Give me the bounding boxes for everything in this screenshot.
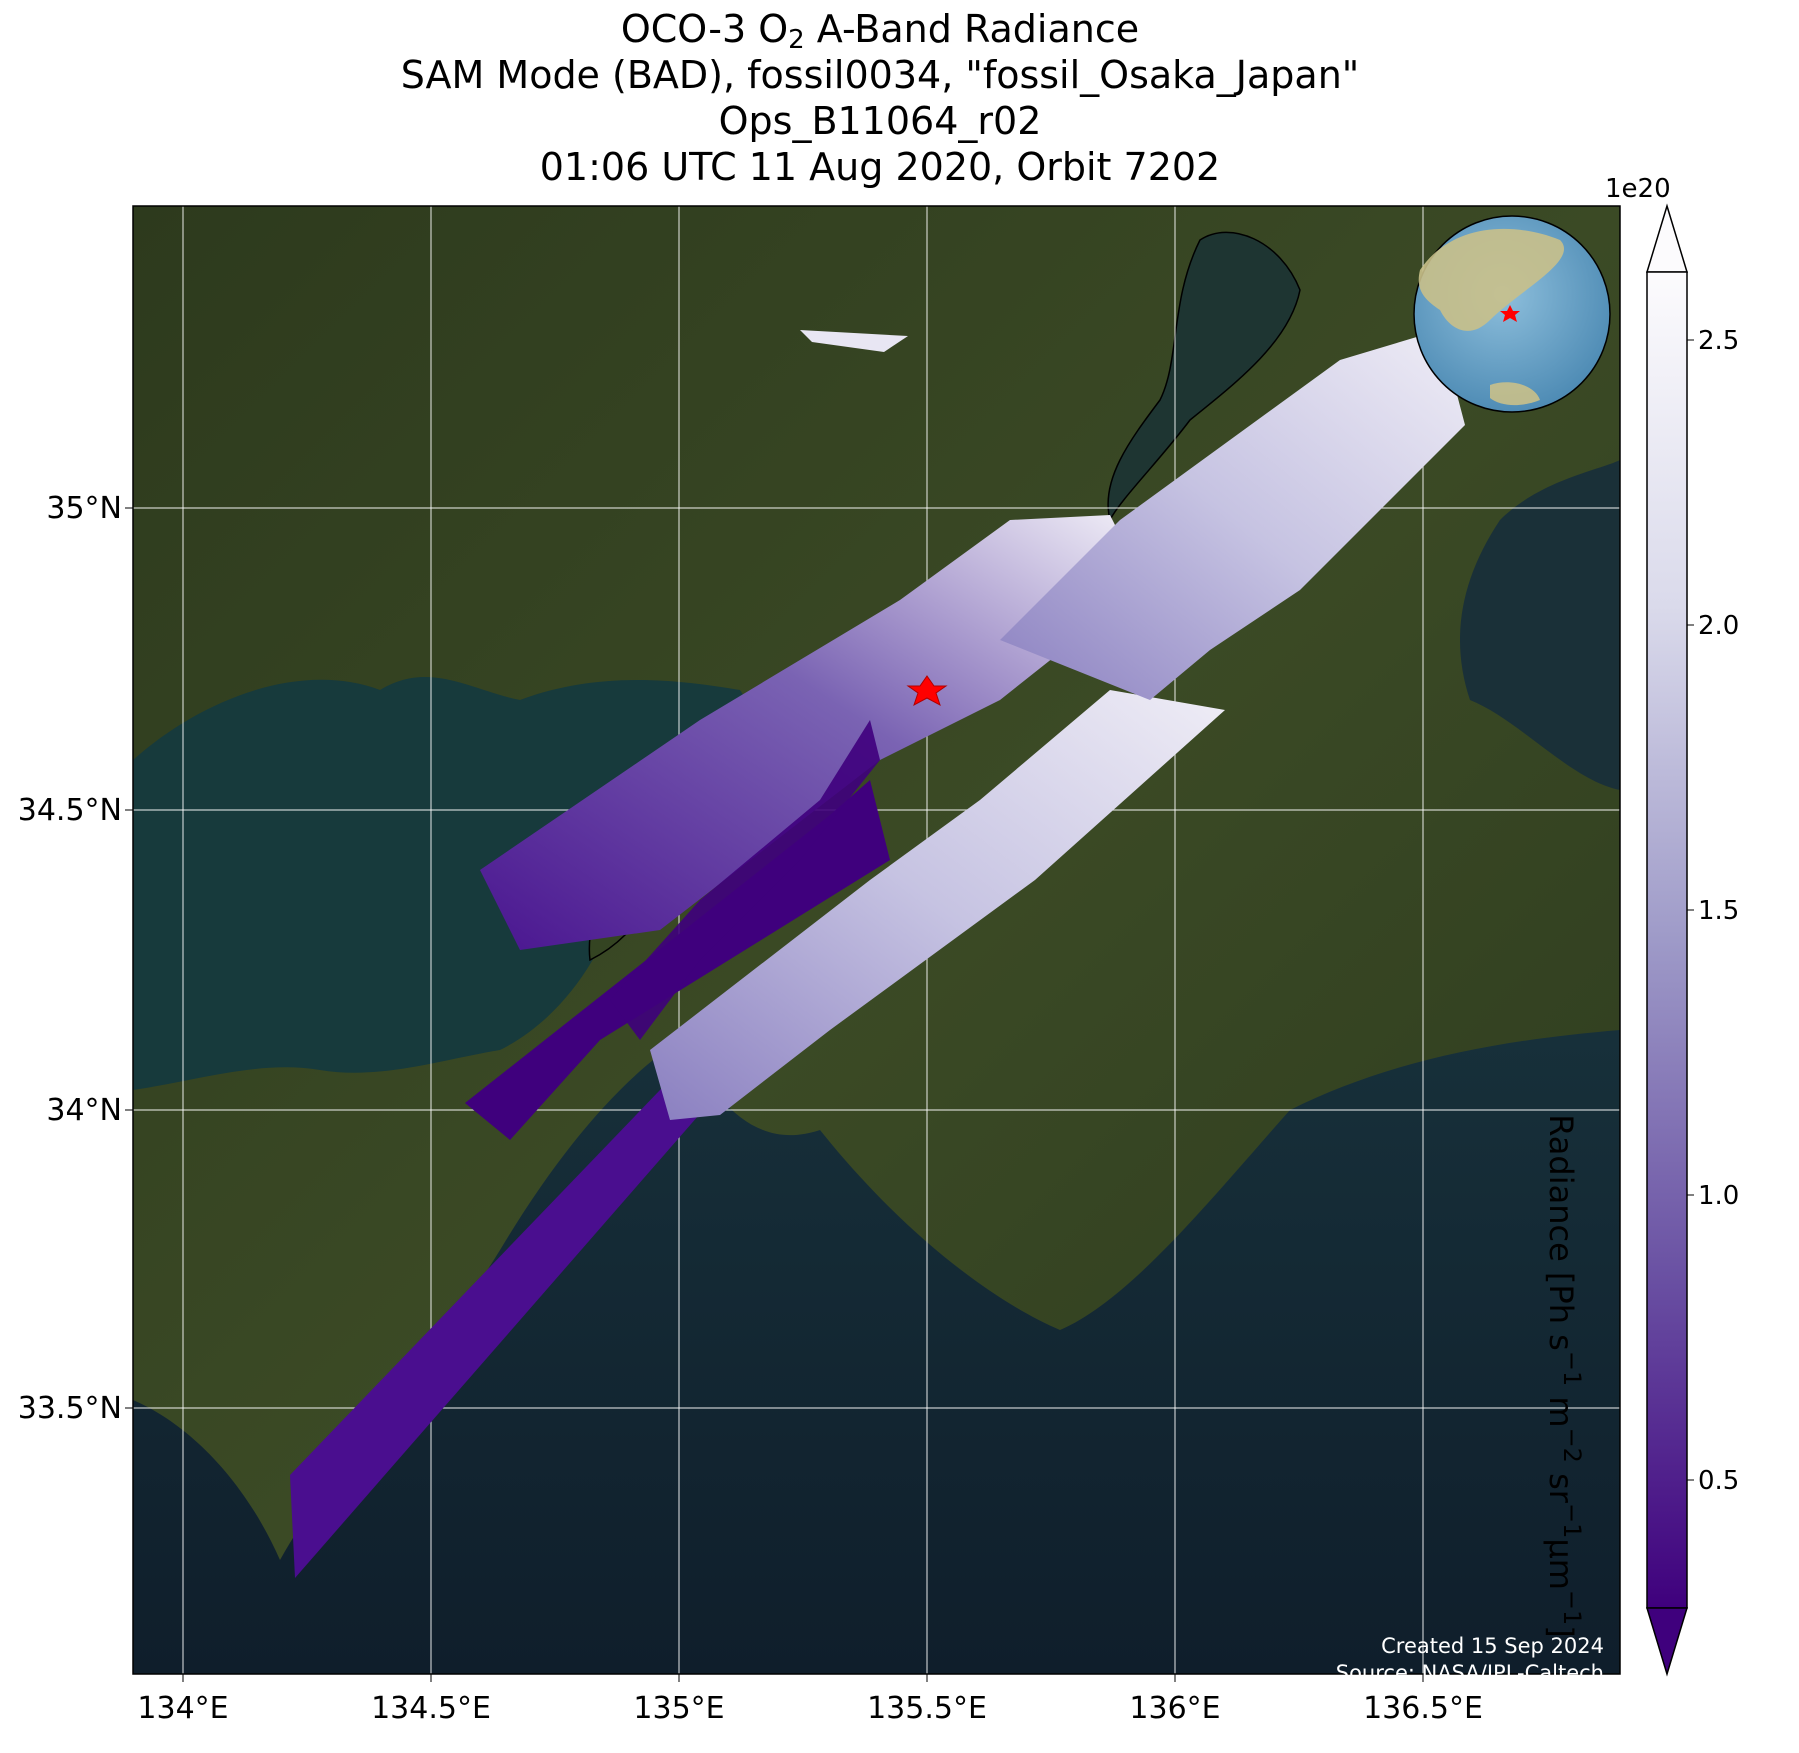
x-tick-label: 134.5°E <box>371 1691 491 1726</box>
swath-3 <box>480 515 1145 950</box>
swath-4 <box>650 690 1225 1120</box>
title-line-3: Ops_B11064_r02 <box>718 99 1042 143</box>
x-tick-label: 136.5°E <box>1363 1691 1483 1726</box>
map-panel <box>133 206 1620 1674</box>
ocean <box>133 1030 1620 1674</box>
globe-star <box>1500 305 1520 322</box>
australia-landmass <box>1490 382 1540 406</box>
inland-sea <box>133 677 760 1090</box>
ise-bay <box>1460 460 1620 790</box>
colorbar-tick-label: 0.5 <box>1698 1466 1739 1496</box>
colorbar-extend-bottom <box>1645 1607 1689 1677</box>
x-tick-label: 135.5°E <box>867 1691 987 1726</box>
map-frame <box>132 205 1621 1675</box>
title-line-4: 01:06 UTC 11 Aug 2020, Orbit 7202 <box>539 145 1221 189</box>
low-radiance-core <box>610 720 880 1040</box>
asia-landmass <box>1418 228 1564 331</box>
colorbar-tick-label: 2.0 <box>1698 611 1739 641</box>
colorbar-extend-top <box>1645 203 1689 273</box>
x-axis: 134°E 134.5°E 135°E 135.5°E 136°E 136.5°… <box>137 1674 1483 1726</box>
y-tick-label: 34°N <box>46 1093 122 1128</box>
colorbar-tick-label: 1.5 <box>1698 896 1739 926</box>
x-tick-label: 134°E <box>137 1691 228 1726</box>
y-tick-label: 34.5°N <box>18 793 122 828</box>
radiance-swaths <box>290 330 1465 1578</box>
colorbar-gradient <box>1646 271 1688 1609</box>
y-tick-label: 35°N <box>46 491 122 526</box>
target-star <box>906 675 948 707</box>
title-line-1: OCO-3 O2 A-Band Radiance <box>620 7 1140 55</box>
credit-source: Source: NASA/JPL-Caltech <box>1335 1661 1604 1685</box>
credit-text: Created 15 Sep 2024 Source: NASA/JPL-Cal… <box>1180 1633 1604 1687</box>
y-axis: 33.5°N 34°N 34.5°N 35°N <box>18 491 133 1426</box>
colorbar-label: Radiance [Ph s−1 m−2 sr−1μm−1] <box>1542 1114 1586 1638</box>
colorbar-tick-label: 2.5 <box>1698 326 1739 356</box>
colorbar: 0.5 1.0 1.5 2.0 2.5 <box>1645 203 1739 1677</box>
y-tick-label: 33.5°N <box>18 1391 122 1426</box>
title-line-2: SAM Mode (BAD), fossil0034, "fossil_Osak… <box>400 53 1360 97</box>
swath-fragment <box>800 330 908 352</box>
plot-title: OCO-3 O2 A-Band Radiance SAM Mode (BAD),… <box>0 6 1760 190</box>
x-tick-label: 136°E <box>1129 1691 1220 1726</box>
lake-biwa <box>1107 231 1301 523</box>
globe-inset <box>1413 215 1611 413</box>
swath-5 <box>1000 330 1465 700</box>
colorbar-offset-label: 1e20 <box>1605 174 1671 204</box>
credit-created: Created 15 Sep 2024 <box>1381 1634 1604 1658</box>
colorbar-tick-label: 1.0 <box>1698 1181 1739 1211</box>
x-tick-label: 135°E <box>633 1691 724 1726</box>
swath-1 <box>290 1012 760 1578</box>
